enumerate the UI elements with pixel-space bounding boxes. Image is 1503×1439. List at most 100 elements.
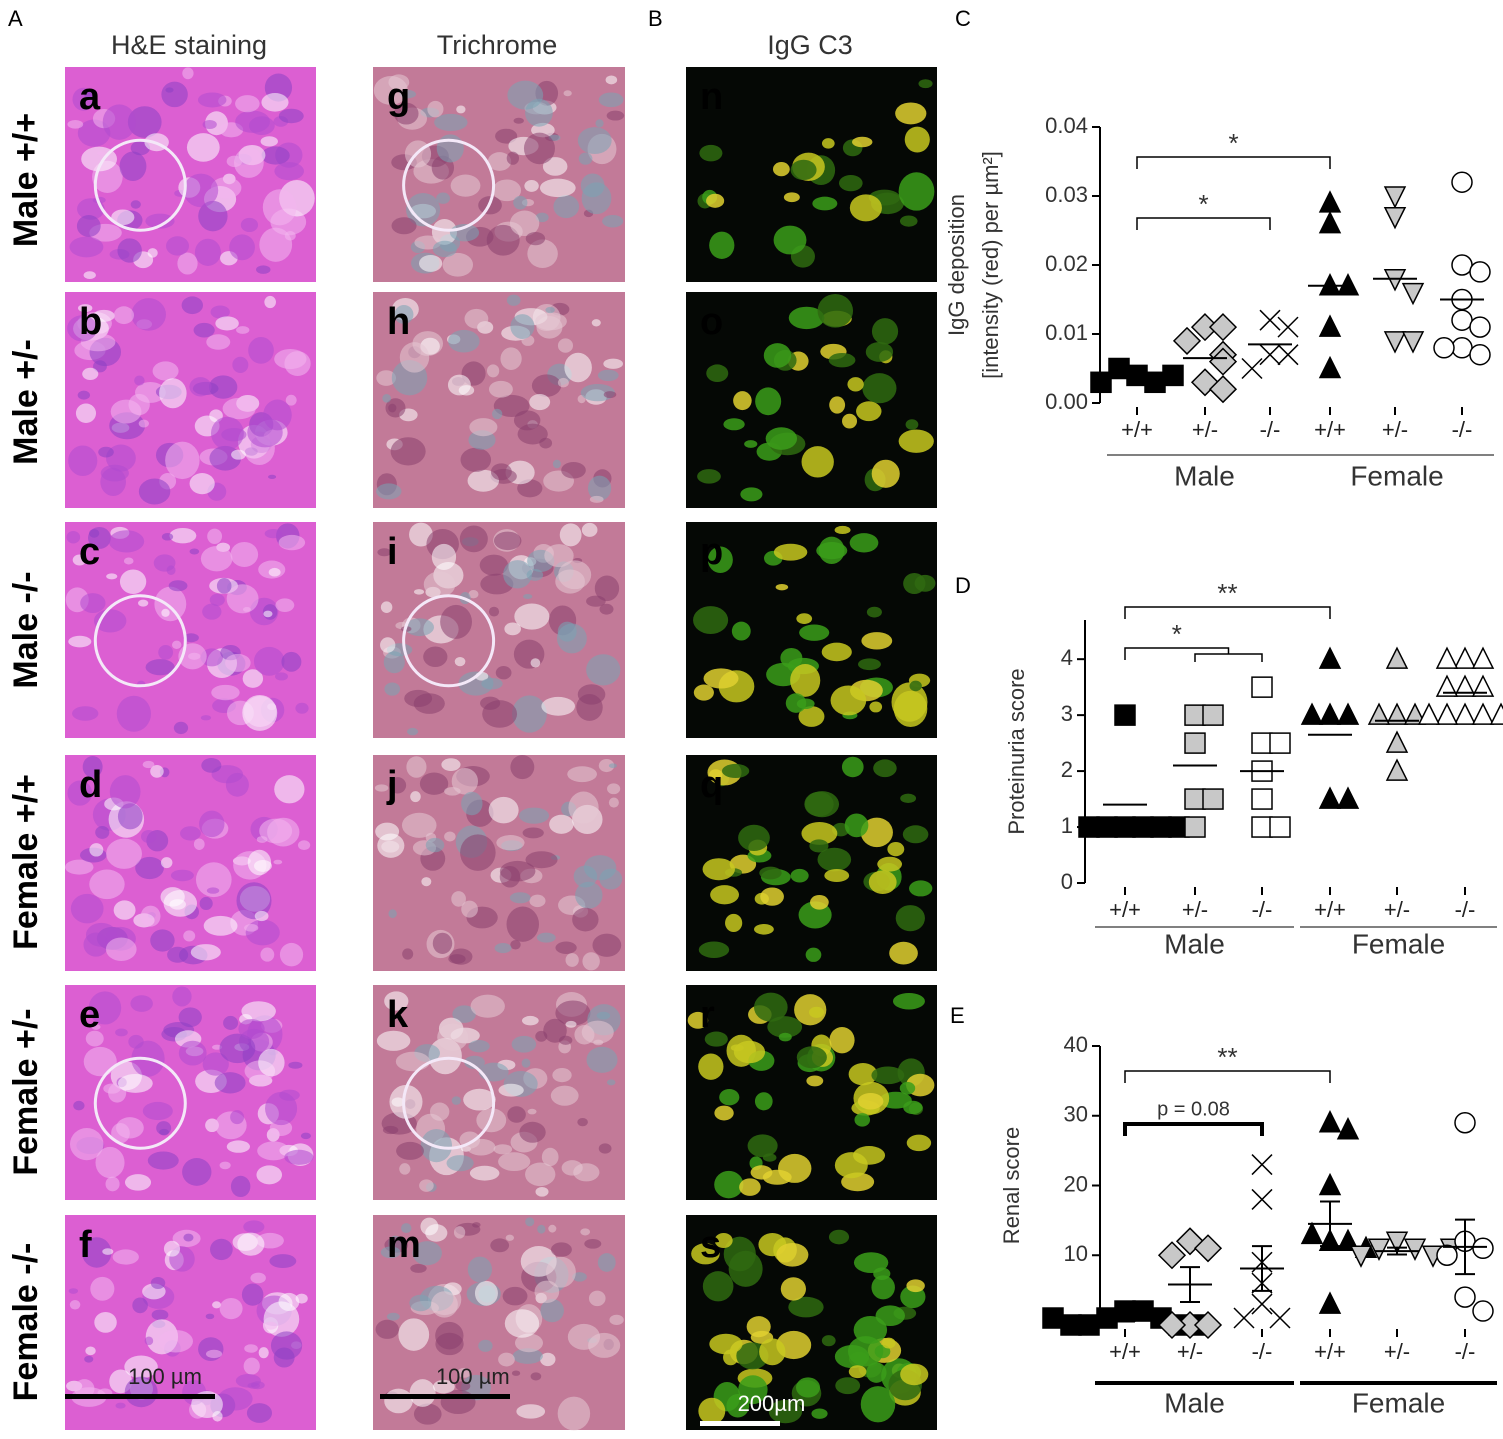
tissue-blob (553, 194, 580, 219)
tissue-blob (490, 1238, 510, 1253)
tissue-blob (509, 892, 531, 904)
tissue-blob (710, 885, 740, 905)
tissue-blob (693, 684, 714, 701)
tissue-blob (423, 646, 448, 668)
tissue-blob (595, 119, 604, 128)
tissue-blob (429, 1102, 450, 1121)
data-point (1269, 816, 1291, 838)
tissue-blob (504, 1309, 540, 1338)
tissue-blob (699, 144, 723, 162)
tissue-blob (243, 1220, 265, 1234)
tissue-blob (84, 1355, 94, 1363)
data-point (1318, 1110, 1342, 1133)
data-point (1385, 758, 1409, 781)
tissue-blob (772, 161, 790, 177)
tissue-blob (389, 777, 407, 794)
group-label: Male (1164, 1387, 1225, 1418)
tissue-blob (603, 391, 617, 399)
tissue-blob (511, 1035, 537, 1053)
tissue-blob (183, 930, 196, 942)
tissue-blob (205, 1349, 223, 1359)
tissue-blob (605, 75, 618, 85)
tissue-blob (242, 694, 278, 731)
tissue-blob (577, 684, 606, 705)
tissue-blob (256, 265, 271, 274)
tissue-blob (687, 1011, 709, 1029)
tissue-blob (586, 1046, 618, 1073)
y-tick-label: 0.01 (1045, 320, 1088, 345)
group-label: Female (1352, 928, 1445, 959)
tissue-blob (275, 672, 288, 681)
column-title: Trichrome (437, 30, 558, 60)
tissue-blob (731, 621, 751, 641)
tissue-blob (202, 119, 217, 130)
tissue-blob (788, 1296, 824, 1318)
tissue-blob (698, 941, 730, 958)
image-letter: d (79, 764, 102, 806)
tissue-blob (112, 1249, 139, 1265)
tissue-blob (401, 812, 437, 838)
data-point (1193, 1310, 1223, 1340)
tissue-blob (248, 337, 274, 364)
tissue-blob (693, 606, 729, 635)
tissue-blob (557, 338, 574, 353)
micrograph (373, 292, 625, 508)
tissue-blob (393, 102, 419, 125)
tissue-blob (297, 840, 311, 851)
tissue-blob (138, 419, 150, 428)
tissue-blob (94, 1311, 117, 1333)
tissue-blob (448, 329, 480, 353)
tissue-blob (251, 1381, 265, 1390)
x-tick-label: +/+ (1314, 417, 1346, 442)
tissue-blob (744, 440, 758, 448)
tissue-blob (279, 942, 304, 967)
tissue-blob (577, 1117, 588, 1127)
image-letter: o (700, 301, 723, 343)
data-point (1471, 674, 1495, 697)
tissue-blob (242, 607, 251, 612)
tissue-blob (82, 756, 103, 778)
tissue-blob (703, 668, 739, 689)
tissue-blob (67, 780, 93, 806)
tissue-blob (488, 606, 500, 617)
tissue-blob (459, 525, 488, 553)
data-point (1367, 702, 1391, 725)
data-point (1436, 1244, 1458, 1266)
tissue-blob (102, 104, 136, 140)
tissue-blob (151, 1309, 169, 1321)
tissue-blob (229, 234, 255, 261)
tissue-blob (108, 530, 145, 553)
tissue-blob (161, 81, 188, 108)
data-point (1471, 646, 1495, 669)
scale-bar (380, 1394, 510, 1399)
data-point (1454, 1111, 1476, 1134)
tissue-blob (427, 100, 444, 118)
data-point (1318, 786, 1342, 809)
tissue-blob (573, 1163, 600, 1182)
tissue-blob (464, 308, 489, 329)
tissue-blob (243, 1357, 260, 1375)
tissue-blob (464, 1055, 485, 1069)
tissue-blob (384, 1388, 413, 1414)
tissue-blob (82, 367, 99, 381)
tissue-blob (242, 669, 264, 688)
tissue-blob (437, 1023, 469, 1051)
tissue-blob (90, 1276, 115, 1301)
tissue-blob (208, 375, 238, 399)
data-point (1096, 816, 1118, 838)
tissue-blob (237, 1232, 265, 1256)
data-point (1259, 344, 1281, 366)
tissue-blob (166, 565, 176, 576)
micrograph (65, 67, 316, 282)
tissue-blob (261, 146, 290, 165)
data-point (1469, 343, 1491, 366)
tissue-blob (461, 900, 478, 918)
tissue-blob (909, 680, 922, 692)
tissue-blob (68, 1288, 79, 1294)
tissue-blob (555, 1000, 591, 1026)
tissue-blob (900, 793, 917, 804)
data-point (1318, 1172, 1342, 1196)
tissue-blob (222, 397, 256, 420)
tissue-blob (580, 1228, 591, 1236)
micrograph (373, 67, 625, 282)
